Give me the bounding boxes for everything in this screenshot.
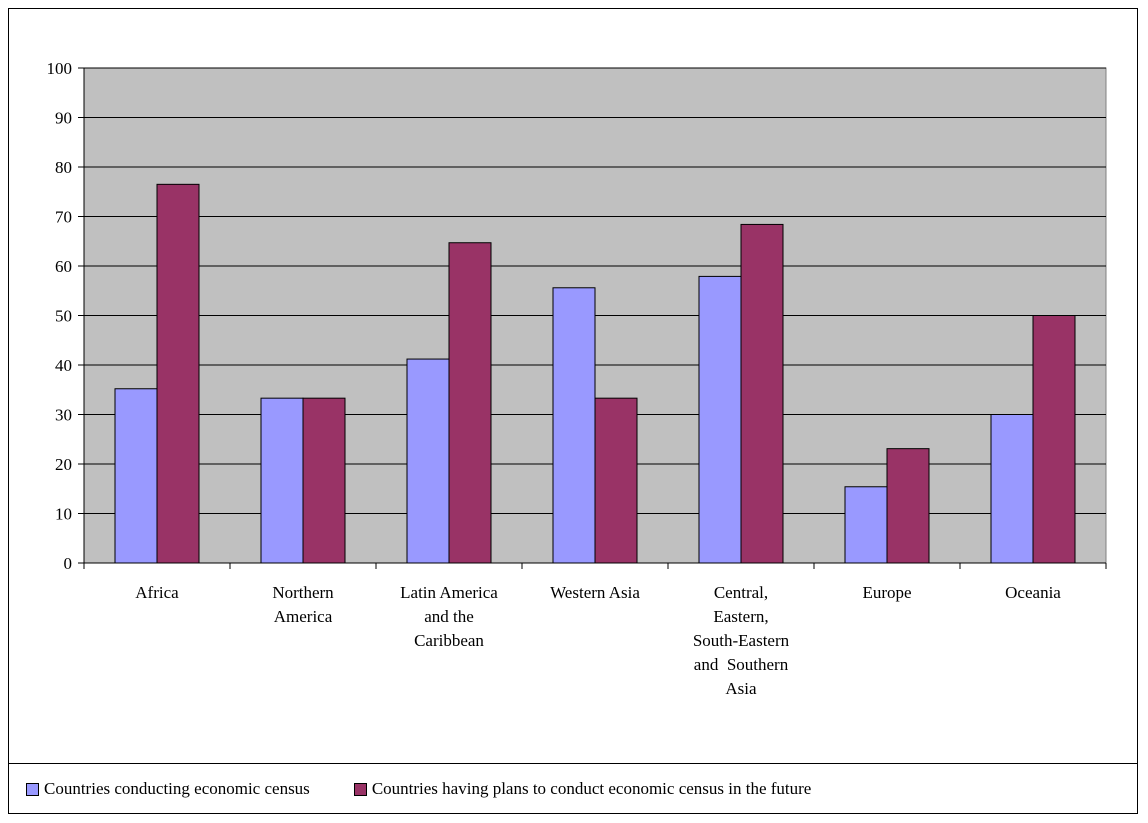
y-tick-label-20: 20 [55,455,72,474]
bar-series-1-cat-3 [406,358,450,564]
bar-series-2-cat-2 [302,397,346,564]
y-tick-label-80: 80 [55,158,72,177]
bar-series-1-cat-7 [990,414,1034,564]
x-category-label-3: Latin America and the Caribbean [400,583,498,650]
y-tick-label-100: 100 [47,59,73,78]
y-tick-label-40: 40 [55,356,72,375]
x-category-label-5-line-1: Central, [714,583,768,602]
legend-label-series-2: Countries having plans to conduct econom… [371,779,812,798]
y-tick-label-70: 70 [55,208,72,227]
x-category-label-5-line-3: South-Eastern [693,631,790,650]
x-category-label-3-line-1: Latin America [400,583,498,602]
x-category-label-1: Africa [135,583,179,602]
bar-series-1-cat-4 [552,287,596,564]
bar-series-2-cat-7 [1032,315,1076,564]
x-category-label-2: Northern America [272,583,334,626]
legend-swatch-series-2 [353,782,367,796]
x-category-label-7: Oceania [1005,583,1061,602]
y-tick-label-50: 50 [55,307,72,326]
x-category-label-6-line-1: Europe [862,583,911,602]
y-tick-label-0: 0 [64,554,73,573]
bar-series-1-cat-2 [260,397,304,564]
y-tick-label-60: 60 [55,257,72,276]
x-category-label-4: Western Asia [550,583,640,602]
bar-series-2-cat-1 [156,183,200,564]
bar-series-2-cat-4 [594,397,638,564]
x-category-label-7-line-1: Oceania [1005,583,1061,602]
y-axis-ticks: 0 10 20 30 40 50 60 70 80 90 100 [47,59,84,573]
bar-series-2-cat-5 [740,223,784,564]
bars [114,183,1076,564]
y-tick-label-30: 30 [55,406,72,425]
legend-entry-series-1: Countries conducting economic census [26,779,310,799]
x-category-label-4-line-1: Western Asia [550,583,640,602]
bar-series-1-cat-6 [844,486,888,564]
legend-entry-series-2: Countries having plans to conduct econom… [353,779,812,799]
bar-series-2-cat-3 [448,242,492,564]
bar-series-1-cat-1 [114,388,158,564]
y-tick-label-10: 10 [55,505,72,524]
x-category-label-1-line-1: Africa [135,583,179,602]
x-category-label-6: Europe [862,583,911,602]
legend: Countries conducting economic census Cou… [8,763,1138,814]
x-category-label-3-line-2: and the [424,607,474,626]
x-category-label-5-line-4: and Southern [694,655,789,674]
x-category-label-2-line-1: Northern [272,583,334,602]
x-axis-labels: Africa Northern America Latin America and th… [83,563,1107,698]
bar-series-1-cat-5 [698,275,742,564]
x-category-label-2-line-2: America [274,607,333,626]
x-category-label-5: Central, Eastern, South-Eastern and Souther… [693,583,790,698]
legend-label-series-1: Countries conducting economic census [44,779,310,798]
x-category-label-5-line-5: Asia [725,679,757,698]
bar-series-2-cat-6 [886,448,930,564]
x-category-label-3-line-3: Caribbean [414,631,484,650]
y-tick-label-90: 90 [55,109,72,128]
legend-swatch-series-1 [26,782,39,796]
x-category-label-5-line-2: Eastern, [713,607,768,626]
